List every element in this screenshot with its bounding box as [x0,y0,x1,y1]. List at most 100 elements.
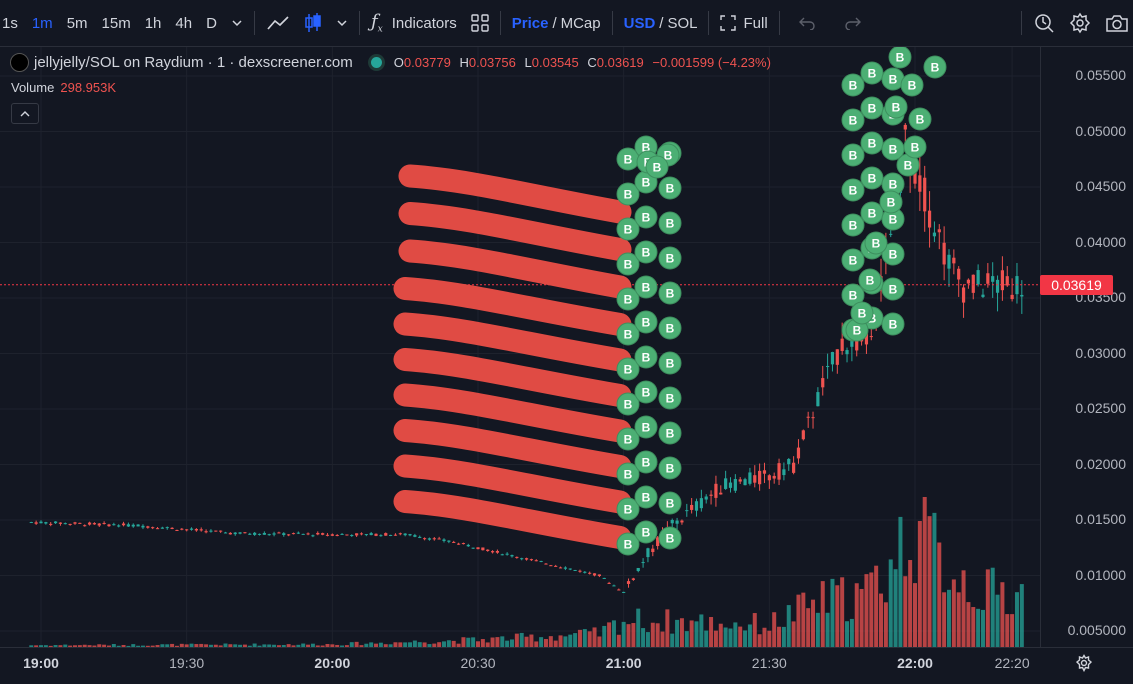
fullscreen-button[interactable]: Full [713,0,774,46]
volume-bar [272,644,277,647]
volume-bar [835,585,840,647]
indicators-label: Indicators [391,14,457,32]
volume-bar [738,626,743,647]
volume-bar [607,622,612,647]
interval-D[interactable]: D [206,14,217,32]
buy-marker: B [658,281,682,305]
volume-bar [893,569,898,647]
volume-bar [874,565,879,647]
layout-grid-icon[interactable] [464,0,496,46]
candle-body [612,585,616,587]
candle-body [131,524,135,527]
buy-marker-label: B [849,79,858,93]
candle-body [626,581,631,584]
buy-marker-label: B [858,307,867,321]
volume-bar [422,642,427,647]
top-toolbar: 1s 1m 5m 15m 1h 4h D ƒx Indicators Price… [0,0,1133,47]
interval-1m[interactable]: 1m [31,14,53,32]
undo-icon[interactable] [784,0,830,46]
currency-toggle[interactable]: USD / SOL [617,0,705,46]
candle-body [39,521,43,524]
candle-body [840,338,844,351]
line-chart-icon[interactable] [259,0,297,46]
buy-marker-label: B [666,182,675,196]
collapse-legend-button[interactable] [11,103,39,124]
axis-settings-gear-icon[interactable] [1075,654,1093,673]
volume-bar [539,637,544,647]
candle-body [335,535,339,537]
candle-body [452,541,456,543]
candle-body [490,551,495,553]
buy-marker: B [841,73,865,97]
buy-marker: B [860,61,884,85]
volume-bar [68,645,73,647]
volume-bar [913,583,917,647]
volume-bar [490,637,495,647]
volume-bar [621,621,626,647]
candle-body [185,529,189,531]
settings-gear-icon[interactable] [1062,0,1098,46]
candle-body [223,532,228,534]
buy-marker-label: B [624,538,633,552]
buy-marker-label: B [642,316,651,330]
price-axis[interactable]: 0.05500 0.05000 0.04500 0.04000 0.03500 0.030… [1040,47,1133,647]
candle-body [835,349,839,365]
camera-icon[interactable] [1098,0,1133,46]
price-mcap-toggle[interactable]: Price / MCap [505,0,608,46]
volume-bar [310,643,315,647]
volume-bar [349,642,354,647]
chart-type-chevron-icon[interactable] [329,0,355,46]
candle-body [1010,294,1014,300]
indicators-button[interactable]: ƒx Indicators [364,0,464,46]
candle-body [495,550,500,553]
candle-body [389,534,393,536]
candle-body [961,287,966,303]
volume-bar [301,643,306,647]
candle-body [408,534,412,536]
volume-bar [208,644,213,647]
replay-icon[interactable] [1026,0,1062,46]
interval-4h[interactable]: 4h [175,14,193,32]
buy-marker: B [634,415,658,439]
buy-marker: B [645,155,669,179]
candle-body [869,336,873,338]
volume-bar [228,644,233,647]
time-axis[interactable]: 19:00 19:30 20:00 20:30 21:00 21:30 22:00 22:20 [0,647,1133,684]
buy-marker-label: B [666,252,675,266]
buy-marker-label: B [642,456,651,470]
candle-body [151,527,155,529]
buy-marker-label: B [849,149,858,163]
buy-marker-label: B [624,363,633,377]
volume-bar [956,592,961,647]
candle-body [1005,276,1009,286]
buy-marker-label: B [624,398,633,412]
volume-bar [461,637,466,647]
candle-body [296,532,300,534]
candle-body [724,478,728,489]
usd-label: USD [623,14,656,32]
interval-5m[interactable]: 5m [66,14,88,32]
buy-marker: B [658,526,682,550]
buy-marker: B [888,47,912,69]
volume-bar [573,633,578,647]
volume-bar [34,645,39,647]
interval-1s[interactable]: 1s [2,14,18,32]
volume-bar [728,628,733,647]
candle-body [1020,294,1024,297]
interval-15m[interactable]: 15m [101,14,131,32]
volume-bar [815,612,820,647]
volume-bar [330,644,335,647]
interval-1h[interactable]: 1h [144,14,162,32]
volume-bar [150,645,155,647]
interval-dropdown-chevron-icon[interactable] [224,0,250,46]
volume-bar [383,644,388,647]
candles-icon[interactable] [297,0,329,46]
candle-body [782,469,786,476]
redo-icon[interactable] [830,0,876,46]
candle-body [826,366,830,368]
symbol-label[interactable]: jellyjelly/SOL on Raydium · 1 · dexscree… [34,54,353,71]
volume-bar [102,644,107,647]
volume-bar [145,645,150,647]
